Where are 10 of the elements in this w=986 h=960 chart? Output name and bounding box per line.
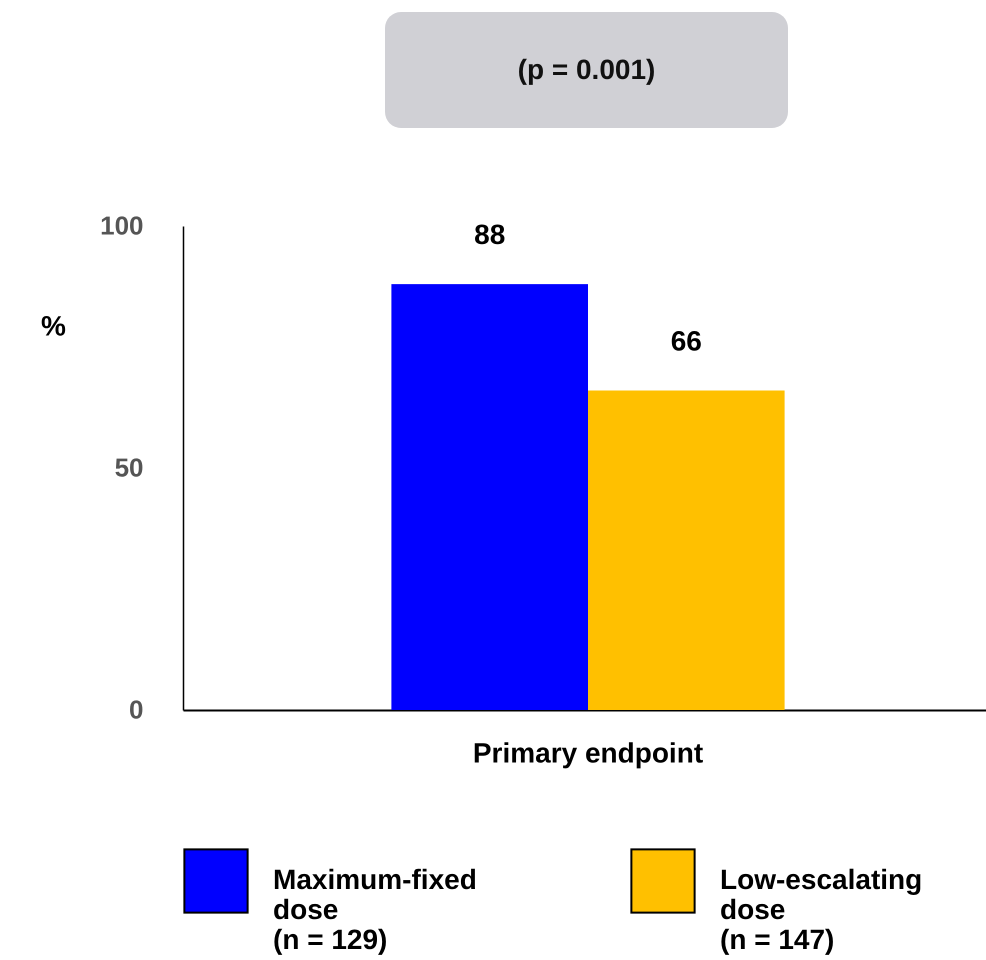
data-label: 88 <box>474 219 506 250</box>
data-label: 66 <box>670 326 702 357</box>
y-tick-label: 0 <box>129 694 144 724</box>
legend-label: Maximum-fixed dose (n = 129) <box>273 864 477 955</box>
y-tick-label: 100 <box>100 210 144 240</box>
y-tick-label: 50 <box>114 452 144 482</box>
legend-label: Low-escalating dose (n = 147) <box>720 864 922 955</box>
x-tick-label: Primary endpoint <box>472 738 704 768</box>
text: (p = 0.001) <box>385 12 788 128</box>
y-axis-title: % <box>41 310 66 342</box>
